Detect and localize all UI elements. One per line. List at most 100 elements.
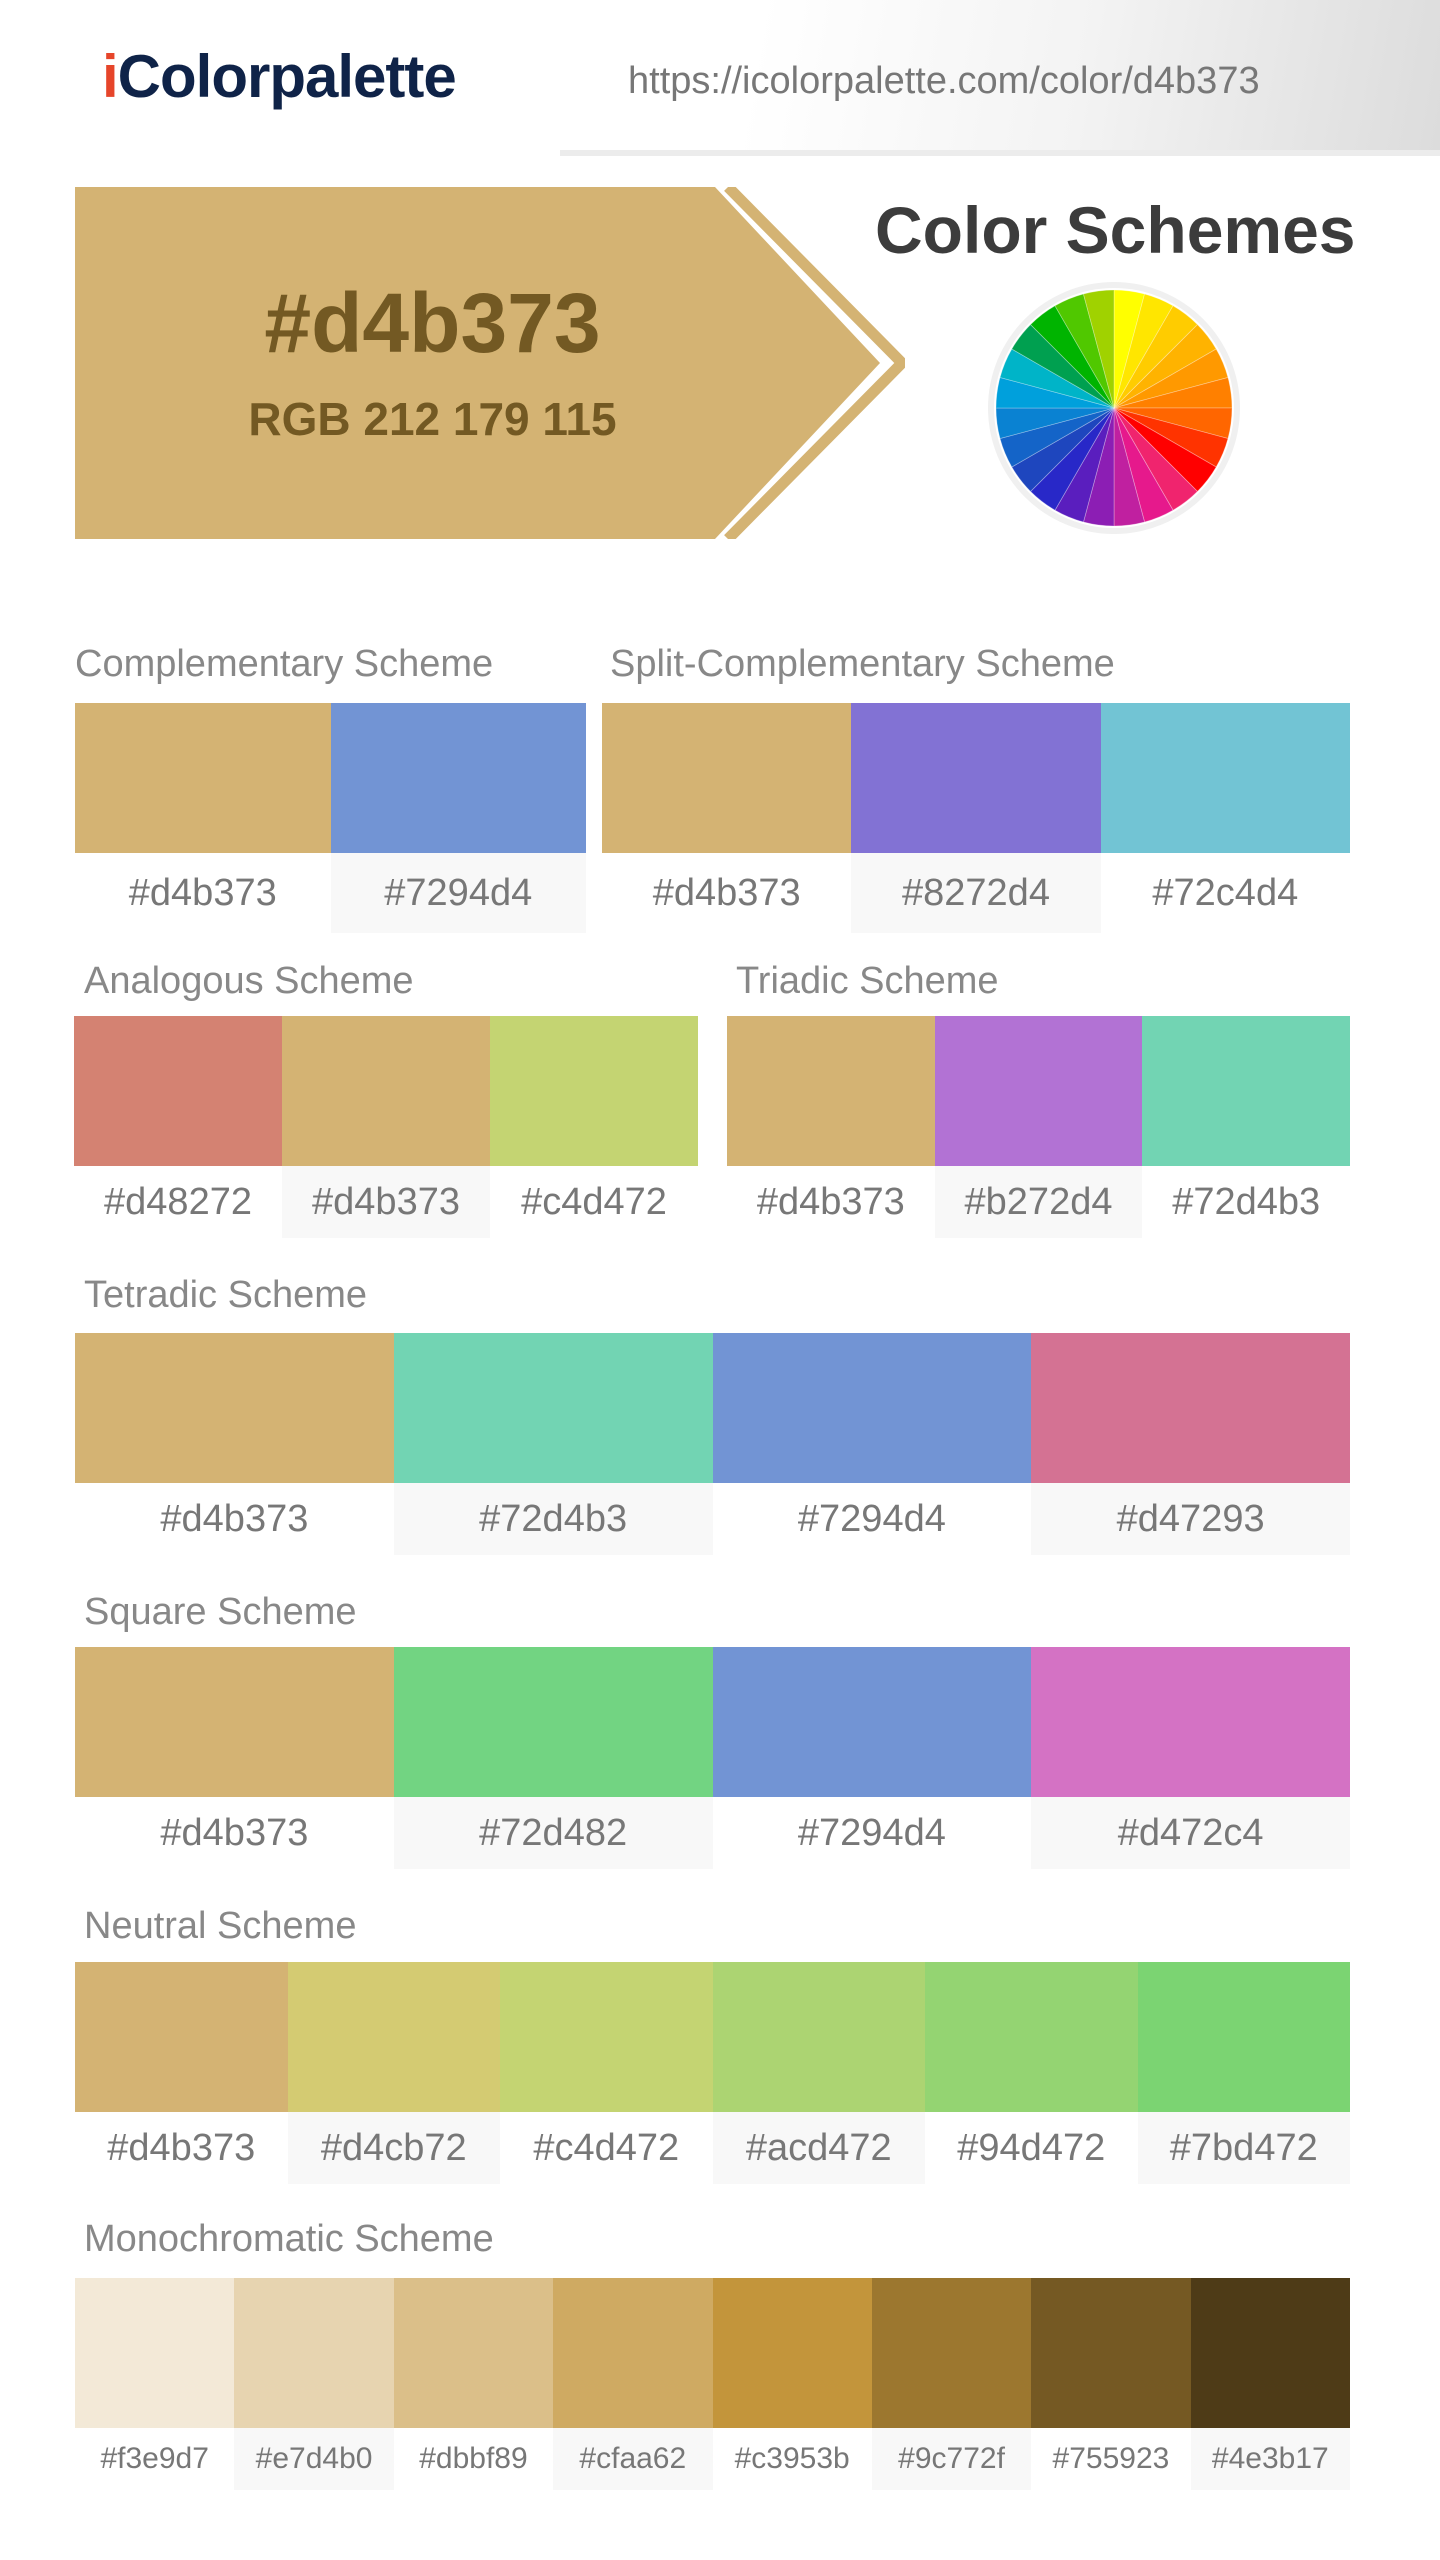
wheel-slice (1054, 407, 1115, 523)
color-swatch[interactable]: #c4d472 (500, 1962, 713, 2184)
triadic-title: Triadic Scheme (736, 960, 999, 1002)
wheel-slice (1113, 293, 1174, 409)
swatch-color-block[interactable] (75, 1647, 394, 1797)
swatch-hex-code: #9c772f (871, 2428, 1032, 2490)
swatch-hex-code: #755923 (1052, 2442, 1170, 2475)
color-swatch[interactable]: #d47293 (1031, 1333, 1350, 1555)
color-swatch[interactable]: #cfaa62 (553, 2278, 713, 2490)
wheel-slice (1082, 407, 1115, 527)
swatch-hex-code: #72c4d4 (1152, 872, 1299, 914)
wheel-slice (1113, 376, 1233, 409)
swatch-color-block[interactable] (393, 1647, 713, 1797)
hero-rgb-value: RGB 212 179 115 (248, 393, 617, 445)
color-swatch[interactable]: #72d482 (393, 1647, 713, 1869)
swatch-color-block[interactable] (74, 1016, 282, 1166)
swatch-color-block[interactable] (1100, 703, 1350, 853)
swatch-color-block[interactable] (712, 1962, 925, 2112)
color-swatch[interactable]: #72c4d4 (1100, 703, 1350, 933)
swatch-color-block[interactable] (727, 1016, 935, 1166)
swatch-hex-code: #d472c4 (1031, 1797, 1350, 1869)
color-swatch[interactable]: #8272d4 (851, 703, 1101, 933)
swatch-color-block[interactable] (234, 2278, 394, 2428)
color-swatch[interactable]: #d4b373 (75, 1333, 394, 1555)
color-swatch[interactable]: #d4b373 (75, 703, 331, 933)
hero-banner: #d4b373 RGB 212 179 115 (75, 187, 905, 539)
swatch-hex-code: #f3e9d7 (100, 2442, 209, 2475)
color-swatch[interactable]: #7294d4 (330, 703, 586, 933)
swatch-color-block[interactable] (490, 1016, 698, 1166)
swatch-color-block[interactable] (75, 2278, 235, 2428)
swatch-color-block[interactable] (1137, 1962, 1350, 2112)
color-swatch[interactable]: #d472c4 (1031, 1647, 1350, 1869)
wheel-slice (1011, 407, 1115, 493)
swatch-color-block[interactable] (851, 703, 1101, 853)
color-swatch[interactable]: #9c772f (871, 2278, 1032, 2490)
swatch-hex-code: #7294d4 (797, 1812, 946, 1854)
color-swatch[interactable]: #4e3b17 (1190, 2278, 1350, 2490)
color-swatch[interactable]: #7bd472 (1137, 1962, 1350, 2184)
wheel-slice (995, 376, 1115, 409)
square-title: Square Scheme (84, 1591, 357, 1633)
swatch-color-block[interactable] (712, 1647, 1032, 1797)
color-swatch[interactable]: #d4cb72 (287, 1962, 500, 2184)
color-swatch[interactable]: #d48272 (74, 1016, 282, 1238)
swatch-color-block[interactable] (330, 703, 586, 853)
color-swatch[interactable]: #b272d4 (934, 1016, 1143, 1238)
logo-i: i (102, 43, 119, 110)
neutral-swatches: #d4b373 #d4cb72 #c4d472 #acd472 #94d472 #7bd4… (75, 1962, 1350, 2184)
tetradic-swatches: #d4b373 #72d4b3 #7294d4 #d47293 (75, 1333, 1350, 1555)
swatch-color-block[interactable] (712, 1333, 1032, 1483)
swatch-color-block[interactable] (602, 703, 852, 853)
swatch-color-block[interactable] (1031, 2278, 1191, 2428)
swatch-hex-code: #d4b373 (652, 872, 801, 914)
color-swatch[interactable]: #7294d4 (712, 1647, 1032, 1869)
wheel-slice (1113, 289, 1146, 409)
swatch-color-block[interactable] (393, 1333, 713, 1483)
color-swatch[interactable]: #f3e9d7 (75, 2278, 235, 2490)
swatch-color-block[interactable] (553, 2278, 713, 2428)
color-swatch[interactable]: #d4b373 (727, 1016, 935, 1238)
swatch-color-block[interactable] (1031, 1333, 1350, 1483)
color-swatch[interactable]: #acd472 (712, 1962, 925, 2184)
color-swatch[interactable]: #c4d472 (490, 1016, 698, 1238)
swatch-color-block[interactable] (500, 1962, 713, 2112)
color-swatch[interactable]: #755923 (1031, 2278, 1191, 2490)
header-background (0, 0, 1440, 155)
swatch-hex-code: #d4b373 (282, 1166, 490, 1238)
swatch-color-block[interactable] (712, 2278, 872, 2428)
swatch-hex-code: #4e3b17 (1190, 2428, 1350, 2490)
swatch-color-block[interactable] (1190, 2278, 1350, 2428)
color-swatch[interactable]: #d4b373 (282, 1016, 490, 1238)
color-swatch[interactable]: #94d472 (925, 1962, 1138, 2184)
swatch-color-block[interactable] (75, 703, 331, 853)
swatch-color-block[interactable] (282, 1016, 490, 1166)
swatch-color-block[interactable] (75, 1962, 288, 2112)
color-swatch[interactable]: #e7d4b0 (234, 2278, 394, 2490)
swatch-color-block[interactable] (1031, 1647, 1350, 1797)
color-swatch[interactable]: #72d4b3 (1142, 1016, 1351, 1238)
site-logo[interactable]: iColorpalette (102, 42, 457, 111)
swatch-color-block[interactable] (75, 1333, 394, 1483)
swatch-hex-code: #7294d4 (797, 1498, 946, 1540)
swatch-hex-code: #c4d472 (521, 1181, 667, 1223)
swatch-color-block[interactable] (934, 1016, 1143, 1166)
swatch-hex-code: #e7d4b0 (234, 2428, 394, 2490)
color-swatch[interactable]: #d4b373 (75, 1647, 394, 1869)
swatch-color-block[interactable] (393, 2278, 554, 2428)
wheel-slice (1082, 289, 1115, 409)
color-swatch[interactable]: #c3953b (712, 2278, 872, 2490)
color-swatch[interactable]: #dbbf89 (393, 2278, 554, 2490)
swatch-color-block[interactable] (925, 1962, 1138, 2112)
swatch-hex-code: #b272d4 (934, 1166, 1143, 1238)
monochromatic-title: Monochromatic Scheme (84, 2218, 494, 2260)
color-swatch[interactable]: #d4b373 (602, 703, 852, 933)
swatch-color-block[interactable] (871, 2278, 1032, 2428)
color-swatch[interactable]: #72d4b3 (393, 1333, 713, 1555)
analogous-title: Analogous Scheme (84, 960, 414, 1002)
hero-arrow-shape (75, 187, 905, 539)
color-swatch[interactable]: #d4b373 (75, 1962, 288, 2184)
swatch-color-block[interactable] (287, 1962, 500, 2112)
swatch-color-block[interactable] (1142, 1016, 1351, 1166)
wheel-slice (999, 348, 1115, 409)
color-swatch[interactable]: #7294d4 (712, 1333, 1032, 1555)
